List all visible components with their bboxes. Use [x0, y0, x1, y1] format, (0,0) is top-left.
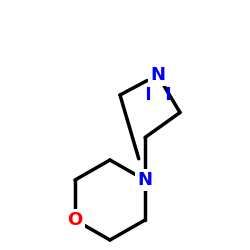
Text: O: O	[68, 211, 82, 229]
Text: N: N	[150, 66, 165, 84]
Text: N: N	[138, 171, 152, 189]
